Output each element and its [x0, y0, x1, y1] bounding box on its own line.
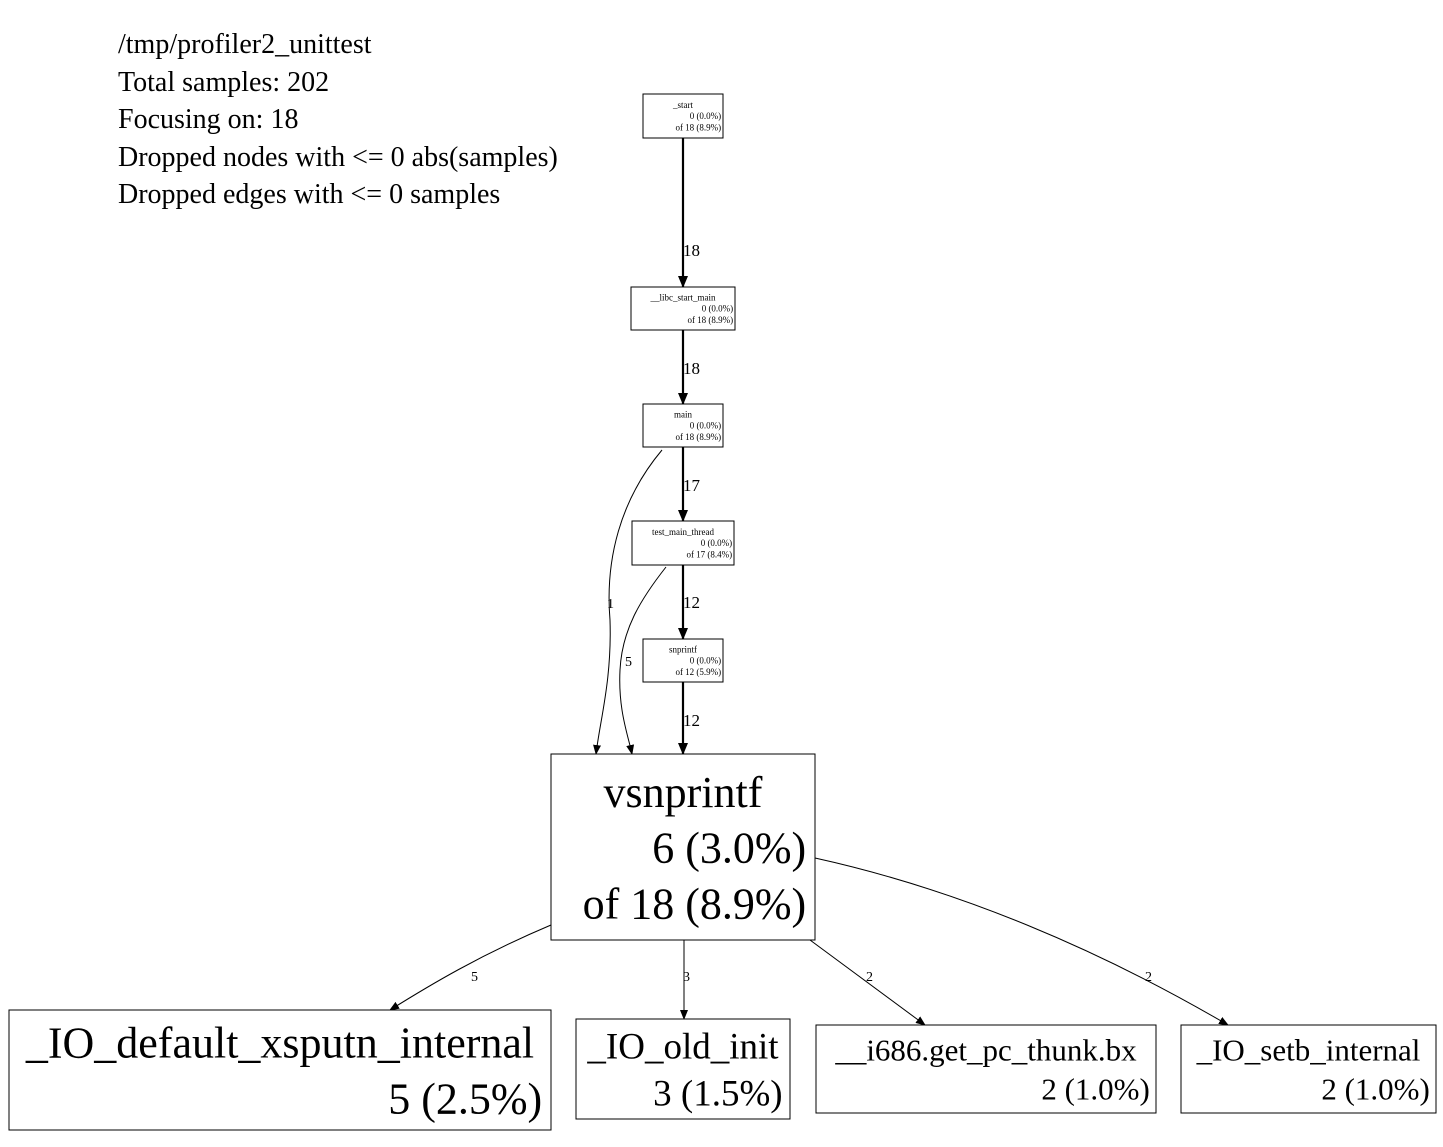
legend-line: Dropped edges with <= 0 samples — [118, 179, 501, 210]
node-name: _IO_old_init — [586, 1027, 779, 1068]
node-box — [550, 753, 816, 941]
node-flat: 0 (0.0%) — [702, 304, 734, 314]
node-flat: 2 (1.0%) — [1321, 1072, 1429, 1107]
node-cum: of 18 (8.9%) — [687, 315, 733, 325]
node-box — [642, 93, 724, 139]
node-io_default_xsputn_internal[interactable]: _IO_default_xsputn_internal 5 (2.5%) — [8, 1009, 552, 1131]
edge-vsnprintf-to-i686_get_pc_thunk_bx — [809, 939, 926, 1026]
edge-label: 12 — [683, 711, 700, 730]
node-box — [642, 403, 724, 448]
node-name: __i686.get_pc_thunk.bx — [834, 1032, 1137, 1067]
edge-test_main_thread-to-vsnprintf — [619, 566, 667, 755]
node-flat: 3 (1.5%) — [653, 1074, 782, 1115]
legend-line: Dropped nodes with <= 0 abs(samples) — [118, 141, 558, 173]
edge-main-to-vsnprintf — [593, 449, 663, 755]
edge-label: 2 — [1145, 970, 1152, 985]
node-name: test_main_thread — [652, 527, 714, 537]
node-name: vsnprintf — [604, 768, 763, 817]
edge-vsnprintf-to-io_setb_internal — [814, 857, 1229, 1026]
node-i686_get_pc_thunk_bx[interactable]: __i686.get_pc_thunk.bx 2 (1.0%) — [815, 1024, 1157, 1114]
node-flat: 0 (0.0%) — [690, 656, 722, 666]
node-name: snprintf — [669, 644, 697, 654]
node-box — [815, 1024, 1157, 1114]
node-box — [575, 1018, 791, 1120]
edge-label: 2 — [866, 970, 873, 985]
edge-label: 3 — [683, 970, 690, 985]
edge-label: 12 — [683, 593, 700, 612]
node-box — [631, 520, 735, 566]
edge-vsnprintf-to-io_default_xsputn_internal — [389, 924, 552, 1011]
node-flat: 0 (0.0%) — [690, 111, 722, 121]
node-cum: of 17 (8.4%) — [686, 550, 732, 560]
edge-label: 17 — [683, 476, 701, 495]
node-name: main — [674, 409, 692, 419]
node-vsnprintf[interactable]: vsnprintf 6 (3.0%) of 18 (8.9%) — [550, 753, 816, 941]
node-cum: of 18 (8.9%) — [675, 123, 721, 133]
edge-label: 5 — [471, 970, 478, 985]
node-io_old_init[interactable]: _IO_old_init 3 (1.5%) — [575, 1018, 791, 1120]
node-main[interactable]: main 0 (0.0%)of 18 (8.9%) — [642, 403, 724, 448]
node-box — [1180, 1024, 1437, 1114]
node-cum: of 18 (8.9%) — [675, 432, 721, 442]
node-libc_start_main[interactable]: __libc_start_main 0 (0.0%)of 18 (8.9%) — [630, 286, 736, 331]
node-box — [642, 638, 724, 683]
node-flat: 6 (3.0%) — [652, 824, 806, 873]
node-flat: 5 (2.5%) — [388, 1075, 542, 1124]
node-name: __libc_start_main — [650, 292, 716, 302]
node-io_setb_internal[interactable]: _IO_setb_internal 2 (1.0%) — [1180, 1024, 1437, 1114]
edge-label: 18 — [683, 241, 700, 260]
legend-line: Focusing on: 18 — [118, 104, 299, 135]
edge-label: 1 — [607, 597, 614, 612]
node-box — [630, 286, 736, 331]
node-name: _start — [672, 100, 693, 110]
node-name: _IO_setb_internal — [1196, 1032, 1421, 1067]
edge-label: 5 — [625, 655, 632, 670]
profile-legend: /tmp/profiler2_unittest Total samples: 2… — [118, 26, 558, 214]
node-cum: of 12 (5.9%) — [675, 667, 721, 677]
node-flat: 0 (0.0%) — [690, 421, 722, 431]
node-cum: of 18 (8.9%) — [583, 880, 807, 929]
node-name: _IO_default_xsputn_internal — [25, 1019, 534, 1068]
edge-label: 18 — [683, 359, 700, 378]
node-box — [8, 1009, 552, 1131]
node-snprintf[interactable]: snprintf 0 (0.0%)of 12 (5.9%) — [642, 638, 724, 683]
legend-line: Total samples: 202 — [118, 66, 330, 98]
node-flat: 2 (1.0%) — [1041, 1072, 1149, 1107]
node-flat: 0 (0.0%) — [701, 538, 733, 548]
legend-line: /tmp/profiler2_unittest — [118, 29, 372, 60]
